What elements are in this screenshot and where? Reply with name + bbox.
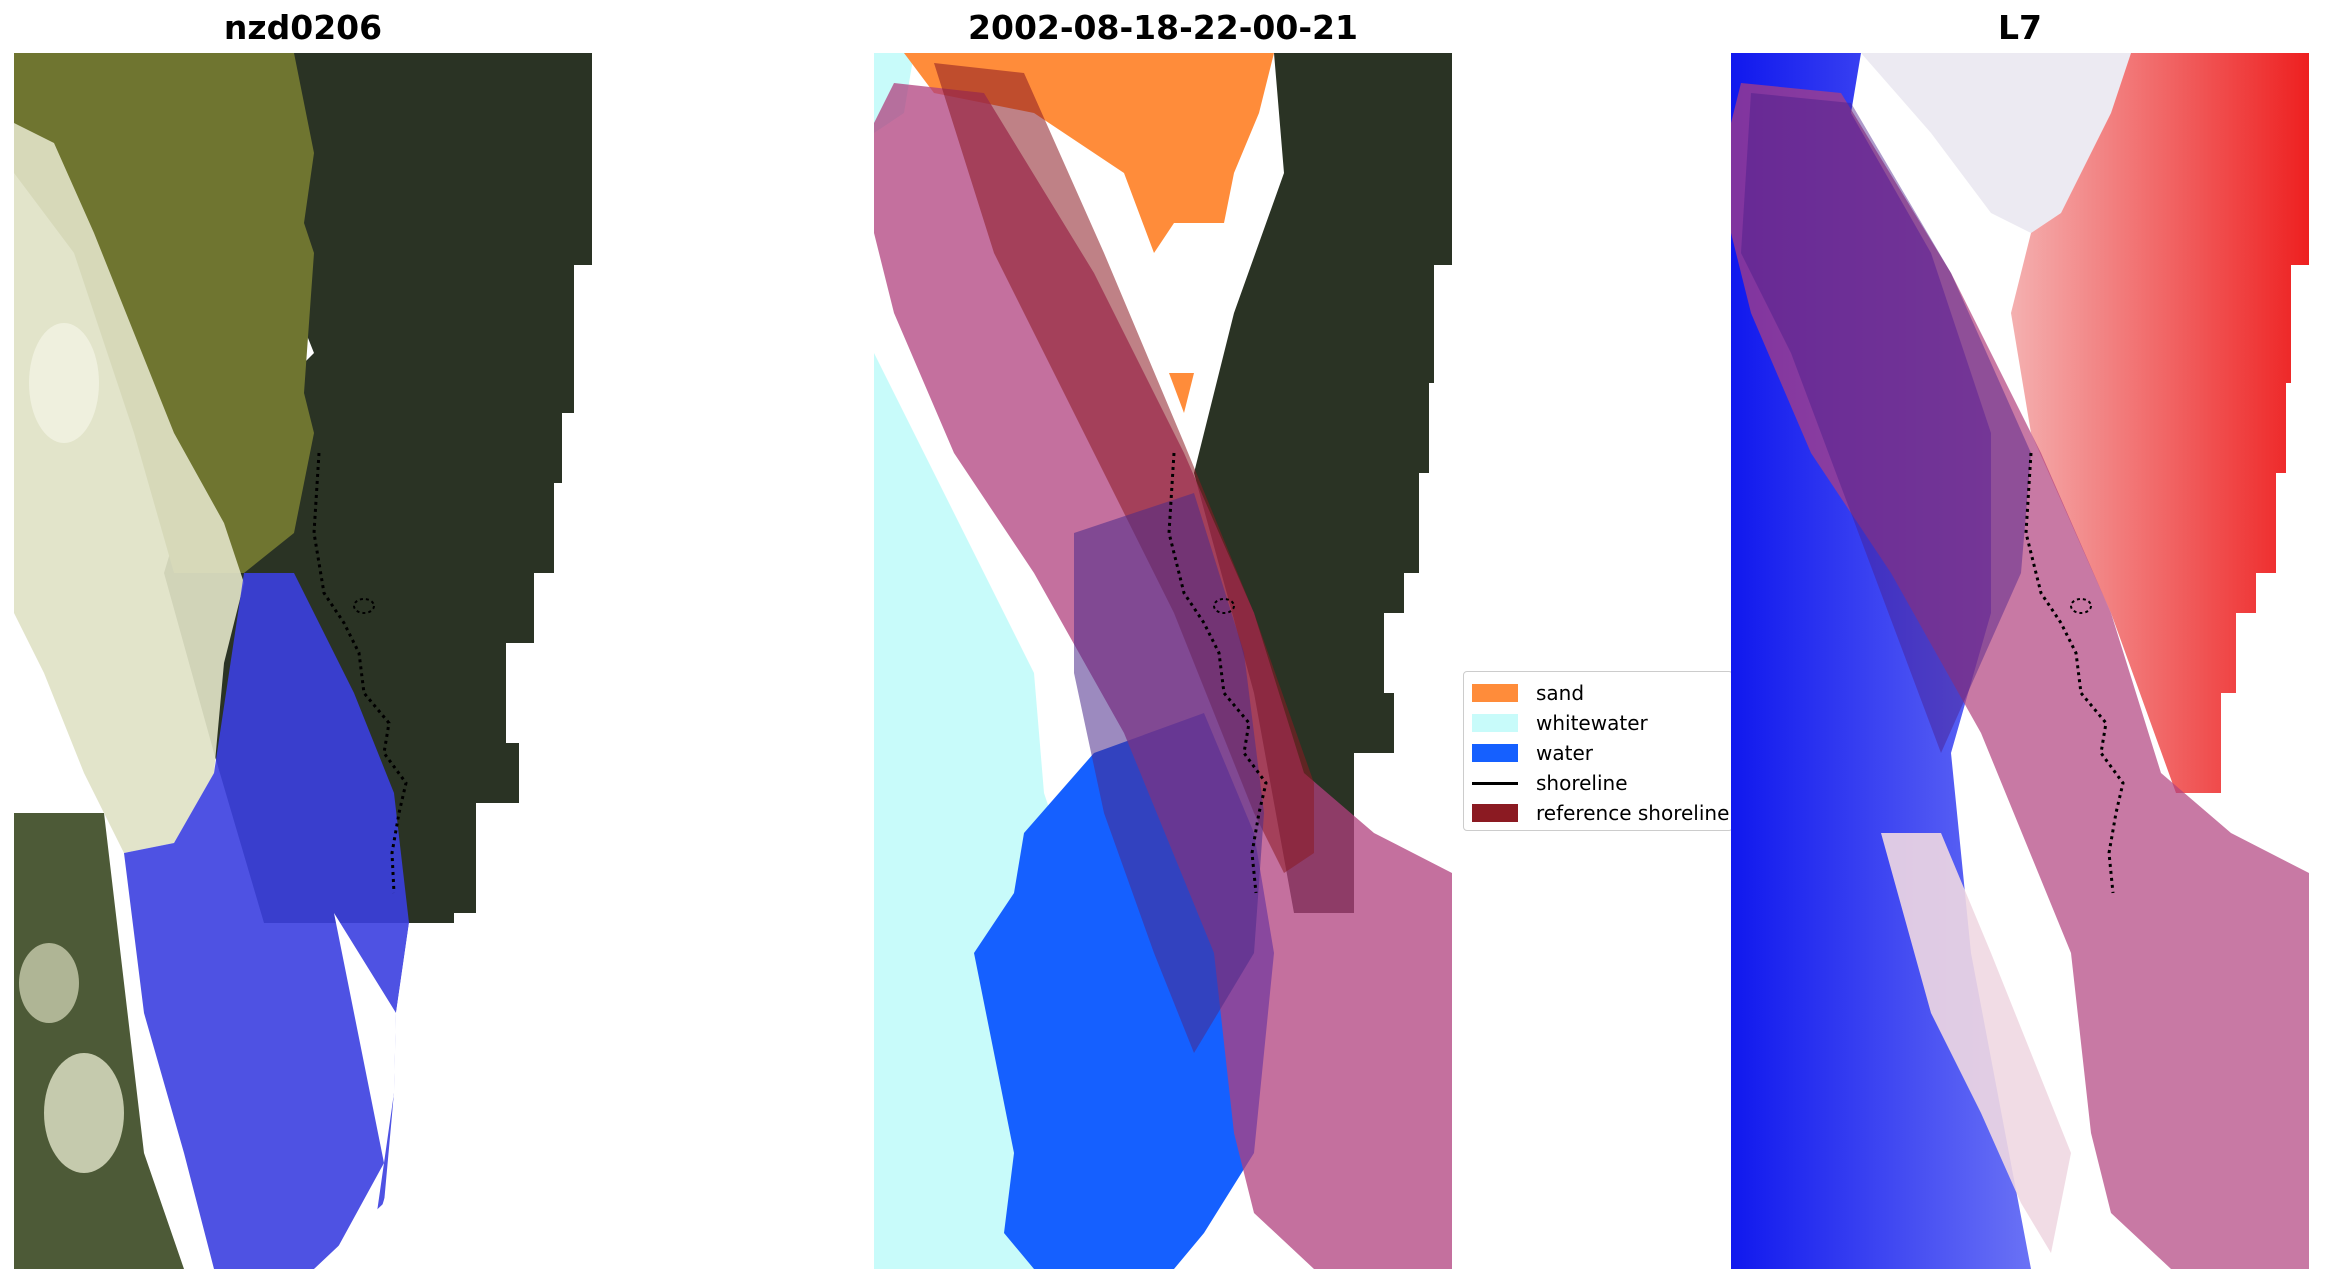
shoreline-line-swatch	[1472, 781, 1518, 785]
legend-item-water: water	[1472, 740, 1593, 766]
sand-swatch	[1472, 684, 1518, 702]
legend: sand whitewater water shoreline referenc…	[1463, 671, 1733, 831]
legend-label: whitewater	[1536, 711, 1648, 735]
whitewater-swatch	[1472, 714, 1518, 732]
legend-item-reference-shoreline: reference shoreline	[1472, 800, 1729, 826]
panel-title-index: L7	[1998, 8, 2042, 47]
rgb-image-panel	[14, 53, 592, 1269]
reference-shoreline-swatch	[1472, 804, 1518, 822]
rgb-image	[14, 53, 592, 1269]
index-panel	[1731, 53, 2309, 1269]
classification-image	[874, 53, 1452, 1269]
water-swatch	[1472, 744, 1518, 762]
index-image	[1731, 53, 2309, 1269]
legend-item-sand: sand	[1472, 680, 1584, 706]
legend-label: reference shoreline	[1536, 801, 1730, 825]
legend-label: shoreline	[1536, 771, 1628, 795]
classification-panel	[874, 53, 1452, 1269]
panel-title-rgb: nzd0206	[223, 8, 383, 47]
legend-item-whitewater: whitewater	[1472, 710, 1648, 736]
panel-title-classification: 2002-08-18-22-00-21	[968, 8, 1358, 47]
legend-item-shoreline: shoreline	[1472, 770, 1628, 796]
legend-label: sand	[1536, 681, 1585, 705]
legend-label: water	[1536, 741, 1593, 765]
